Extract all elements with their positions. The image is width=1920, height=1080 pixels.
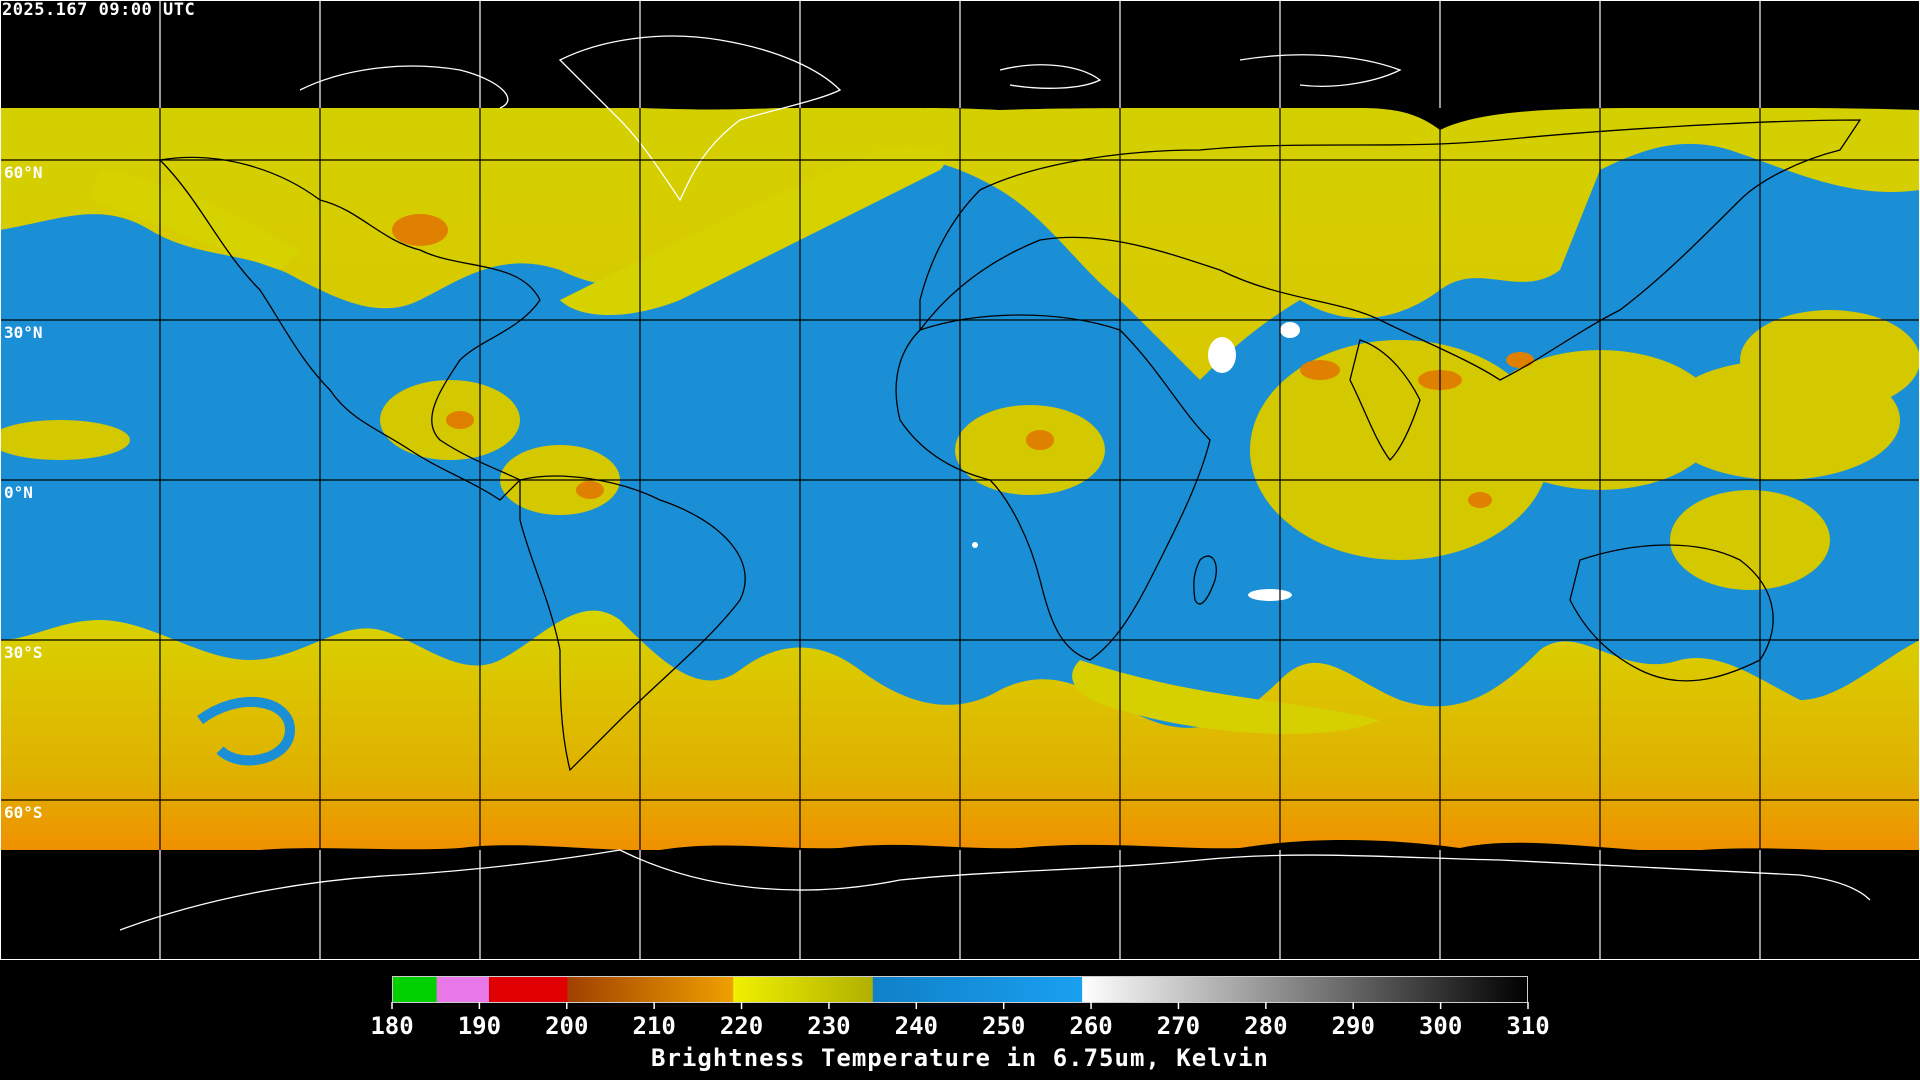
colorbar-tick-label: 220 bbox=[719, 1012, 764, 1040]
water-vapor-map bbox=[0, 0, 1920, 960]
antarctica-outline bbox=[119, 849, 1871, 931]
eurasia-outline bbox=[919, 119, 1862, 381]
south-pacific-swirl bbox=[197, 696, 296, 766]
colorbar-segment bbox=[1082, 977, 1527, 1002]
colorbar-tick-label: 310 bbox=[1506, 1012, 1550, 1040]
observation-timestamp: 2025.167 09:00 UTC bbox=[2, 0, 196, 20]
madagascar-outline bbox=[1193, 555, 1217, 605]
latitude-label: 30°N bbox=[4, 323, 43, 342]
tropical-convection bbox=[0, 310, 1920, 590]
coastlines bbox=[119, 35, 1871, 931]
colorbar-tick-label: 180 bbox=[370, 1012, 414, 1040]
greenland-outline bbox=[558, 35, 842, 202]
very-dry-patches bbox=[972, 322, 1300, 601]
latitude-label: 30°S bbox=[4, 643, 43, 662]
india-outline bbox=[1349, 339, 1421, 461]
pacific-streamer bbox=[90, 170, 300, 270]
colorbar-title: Brightness Temperature in 6.75um, Kelvin bbox=[651, 1044, 1269, 1072]
south-atlantic-streamer bbox=[1072, 660, 1380, 734]
colorbar-segment bbox=[393, 977, 438, 1002]
colorbar-tick-labels: 180 190 200 210 220 230 240 250 260 270 280 290 300 3… bbox=[0, 1012, 1920, 1042]
colorbar-tick-label: 290 bbox=[1331, 1012, 1375, 1040]
africa-outline bbox=[895, 314, 1211, 661]
south-america-outline bbox=[519, 475, 746, 772]
graticule-polar bbox=[159, 0, 1761, 960]
north-america-outline bbox=[158, 156, 541, 501]
colorbar-tick-label: 260 bbox=[1069, 1012, 1113, 1040]
colorbar-tick-label: 280 bbox=[1244, 1012, 1288, 1040]
colorbar-tick-label: 190 bbox=[457, 1012, 502, 1040]
colorbar-tick-label: 200 bbox=[545, 1012, 589, 1040]
latitude-label: 60°S bbox=[4, 803, 43, 822]
colorbar bbox=[392, 976, 1528, 1003]
colorbar-tick-label: 270 bbox=[1156, 1012, 1201, 1040]
colorbar-segment bbox=[733, 977, 874, 1002]
latitude-label: 60°N bbox=[4, 163, 43, 182]
north-atlantic-jet bbox=[560, 146, 946, 315]
colorbar-tick-label: 210 bbox=[632, 1012, 676, 1040]
colorbar-segment bbox=[567, 977, 734, 1002]
colorbar-tick-label: 300 bbox=[1418, 1012, 1463, 1040]
colorbar-tick-label: 230 bbox=[807, 1012, 851, 1040]
colorbar-segment bbox=[488, 977, 568, 1002]
colorbar-segment bbox=[872, 977, 1083, 1002]
colorbar-tick-label: 250 bbox=[982, 1012, 1026, 1040]
graticule bbox=[0, 108, 1920, 850]
arctic-islands-outline bbox=[299, 54, 1402, 109]
deep-convection-cores bbox=[392, 214, 1534, 508]
colorbar-tick-label: 240 bbox=[894, 1012, 938, 1040]
colorbar-segment bbox=[436, 977, 490, 1002]
latitude-label: 0°N bbox=[4, 483, 33, 502]
